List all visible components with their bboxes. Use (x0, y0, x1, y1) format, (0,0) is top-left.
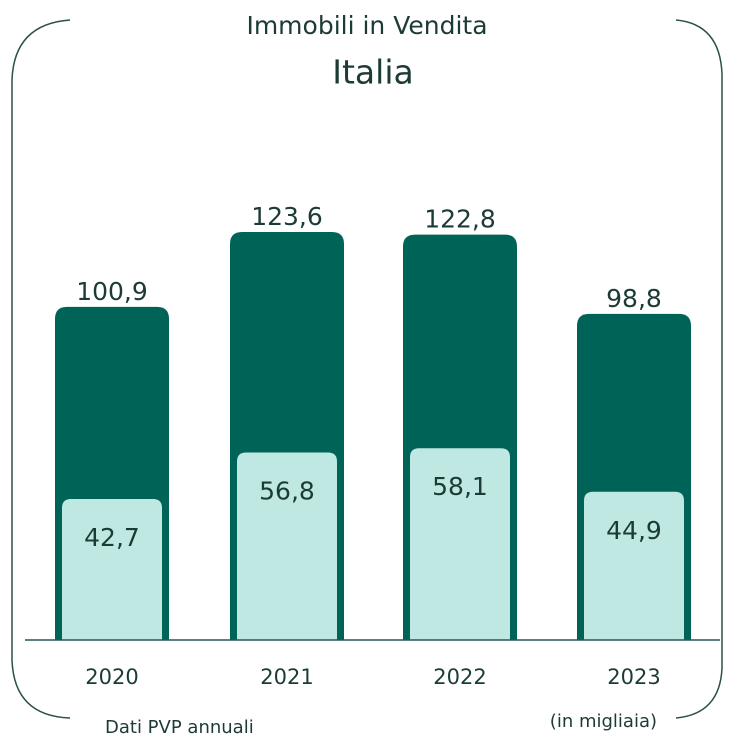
x-tick-label: 2021 (260, 665, 313, 689)
chart-title: Immobili in Vendita (246, 11, 487, 40)
value-label: 122,8 (424, 205, 496, 234)
value-label: 42,7 (84, 523, 140, 552)
x-tick-label: 2020 (85, 665, 138, 689)
footnote: (in migliaia) (550, 711, 657, 732)
bar (62, 499, 162, 640)
value-label: 98,8 (606, 284, 662, 313)
bar (410, 448, 510, 640)
frame-left (11, 19, 71, 719)
value-label: 56,8 (259, 477, 315, 506)
bar (237, 452, 337, 640)
value-label: 58,1 (432, 472, 488, 501)
value-label: 44,9 (606, 516, 662, 545)
x-tick-label: 2023 (607, 665, 660, 689)
frame-right (675, 19, 723, 719)
bar (584, 491, 684, 640)
footnote: Dati PVP annuali (105, 717, 254, 738)
value-label: 100,9 (76, 277, 148, 306)
x-tick-label: 2022 (433, 665, 486, 689)
chart-subtitle: Italia (332, 53, 413, 92)
value-label: 123,6 (251, 202, 323, 231)
